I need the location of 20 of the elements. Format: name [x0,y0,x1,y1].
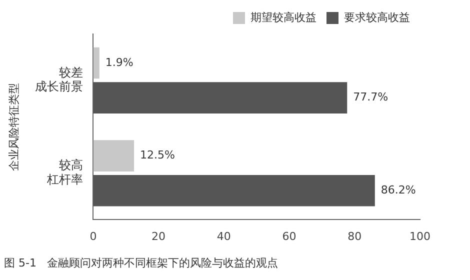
data-label: 86.2% [380,183,416,196]
x-tick-label: 40 [216,230,231,244]
data-label: 77.7% [353,90,388,104]
y-tick-label: 较差成长前景 [35,65,84,94]
bar [93,47,100,79]
legend-label: 期望较高收益 [250,10,316,24]
bar [93,82,348,114]
x-tick-label: 100 [410,230,430,244]
x-tick-label: 20 [152,230,166,244]
y-axis-title: 企业风险特征类型 [7,82,20,171]
text: 图 5-1 金融顾问对两种不同框架下的风险与收益的观点 [4,256,278,270]
legend-label: 要求较高收益 [344,10,410,24]
bar [93,140,134,172]
x-tick-label: 80 [348,230,362,244]
data-label: 1.9% [105,56,134,69]
x-tick-label: 0 [90,230,97,244]
data-label: 12.5% [140,148,176,162]
x-tick-label: 60 [282,230,296,244]
y-tick-label: 较高杠杆率 [46,158,84,187]
bar [93,174,375,206]
